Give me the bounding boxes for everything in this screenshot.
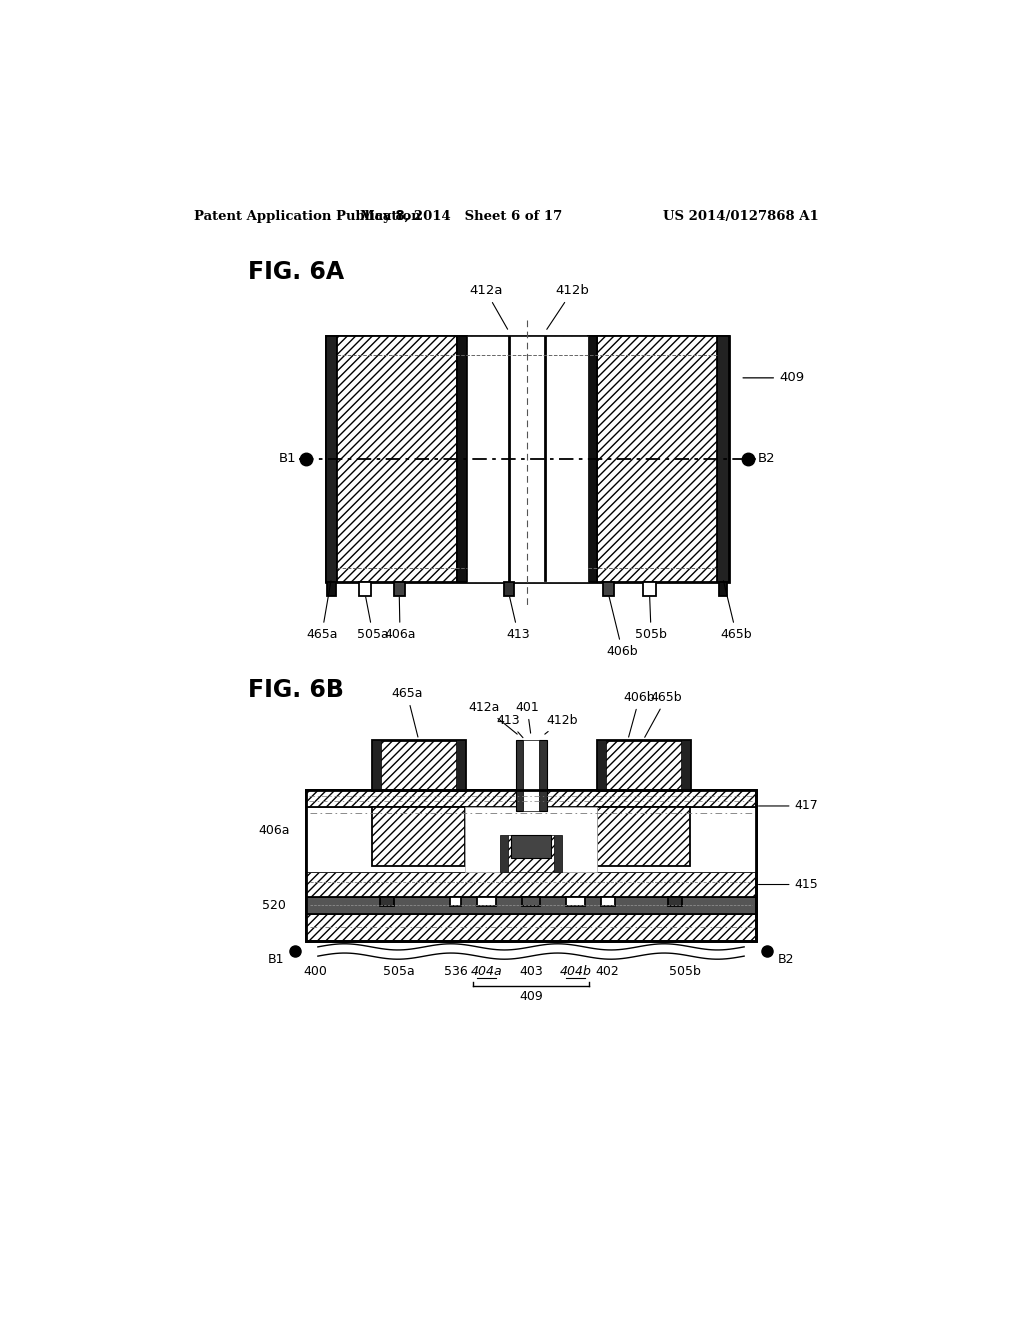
Text: B2: B2 (758, 453, 776, 465)
Text: FIG. 6B: FIG. 6B (248, 677, 344, 702)
Text: 406b: 406b (606, 597, 638, 657)
Bar (505, 582, 514, 595)
Bar (643, 582, 655, 595)
Text: 520: 520 (262, 899, 286, 912)
Text: 409: 409 (743, 371, 804, 384)
Bar (326, 335, 337, 582)
Text: US 2014/0127868 A1: US 2014/0127868 A1 (663, 210, 818, 223)
Bar (337, 335, 458, 582)
Bar (337, 572, 717, 582)
Text: 406a: 406a (384, 597, 416, 640)
Text: 401: 401 (515, 701, 539, 733)
Text: 505b: 505b (669, 965, 700, 978)
Text: 412b: 412b (547, 284, 590, 329)
Bar (467, 335, 588, 582)
Bar (597, 807, 690, 866)
Text: 402: 402 (596, 965, 620, 978)
Text: 465a: 465a (306, 581, 338, 640)
Text: 413: 413 (507, 597, 530, 640)
Bar (450, 896, 461, 906)
Bar (306, 789, 756, 807)
Text: 403: 403 (519, 965, 543, 978)
Text: 404b: 404b (560, 965, 592, 978)
Bar (554, 836, 562, 873)
Bar (306, 789, 756, 941)
Bar (372, 807, 465, 866)
Bar (601, 896, 614, 906)
Bar (500, 836, 508, 873)
Text: 406a: 406a (258, 825, 290, 837)
Bar (511, 836, 551, 858)
Bar (521, 896, 541, 906)
Bar (372, 739, 465, 789)
Text: 400: 400 (303, 965, 328, 978)
Text: FIG. 6A: FIG. 6A (248, 260, 344, 284)
Text: 505a: 505a (383, 965, 415, 978)
Bar (717, 335, 729, 582)
Text: 417: 417 (759, 800, 818, 813)
Bar (566, 896, 586, 906)
Bar (306, 913, 756, 941)
Bar (681, 739, 690, 789)
Text: 465b: 465b (721, 581, 753, 640)
Text: 505a: 505a (357, 597, 389, 640)
Text: 412a: 412a (469, 284, 508, 329)
Text: 413: 413 (496, 714, 523, 738)
Text: B2: B2 (777, 953, 794, 966)
Bar (597, 335, 717, 582)
Text: 465a: 465a (391, 686, 423, 737)
Text: 412a: 412a (469, 701, 517, 734)
Bar (588, 335, 597, 582)
Bar (306, 896, 756, 913)
Bar (359, 582, 372, 595)
Bar (477, 896, 496, 906)
Bar (508, 836, 554, 873)
Bar (306, 873, 756, 896)
Text: 536: 536 (443, 965, 467, 978)
Text: 415: 415 (759, 878, 818, 891)
Text: 409: 409 (519, 990, 543, 1003)
Bar (456, 739, 465, 789)
Text: May 8, 2014   Sheet 6 of 17: May 8, 2014 Sheet 6 of 17 (360, 210, 562, 223)
Text: Patent Application Publication: Patent Application Publication (194, 210, 421, 223)
Bar (380, 896, 394, 906)
Bar (394, 582, 404, 595)
Bar (719, 582, 727, 595)
Bar (326, 335, 729, 582)
Bar (328, 582, 336, 595)
Bar (465, 807, 597, 873)
Text: B1: B1 (268, 953, 285, 966)
Bar (458, 335, 467, 582)
Bar (337, 335, 717, 346)
Bar (597, 739, 606, 789)
Bar (515, 739, 523, 810)
Text: 412b: 412b (545, 714, 578, 734)
Text: 465b: 465b (645, 690, 682, 738)
Bar (306, 789, 756, 941)
Bar (597, 739, 690, 789)
Bar (669, 896, 682, 906)
Bar (306, 807, 756, 873)
Text: B1: B1 (279, 453, 296, 465)
Text: 505b: 505b (635, 597, 667, 640)
Bar (523, 739, 539, 810)
Bar (603, 582, 614, 595)
Bar (539, 739, 547, 810)
Bar (372, 739, 381, 789)
Text: 406b: 406b (624, 690, 655, 737)
Text: 404a: 404a (471, 965, 502, 978)
